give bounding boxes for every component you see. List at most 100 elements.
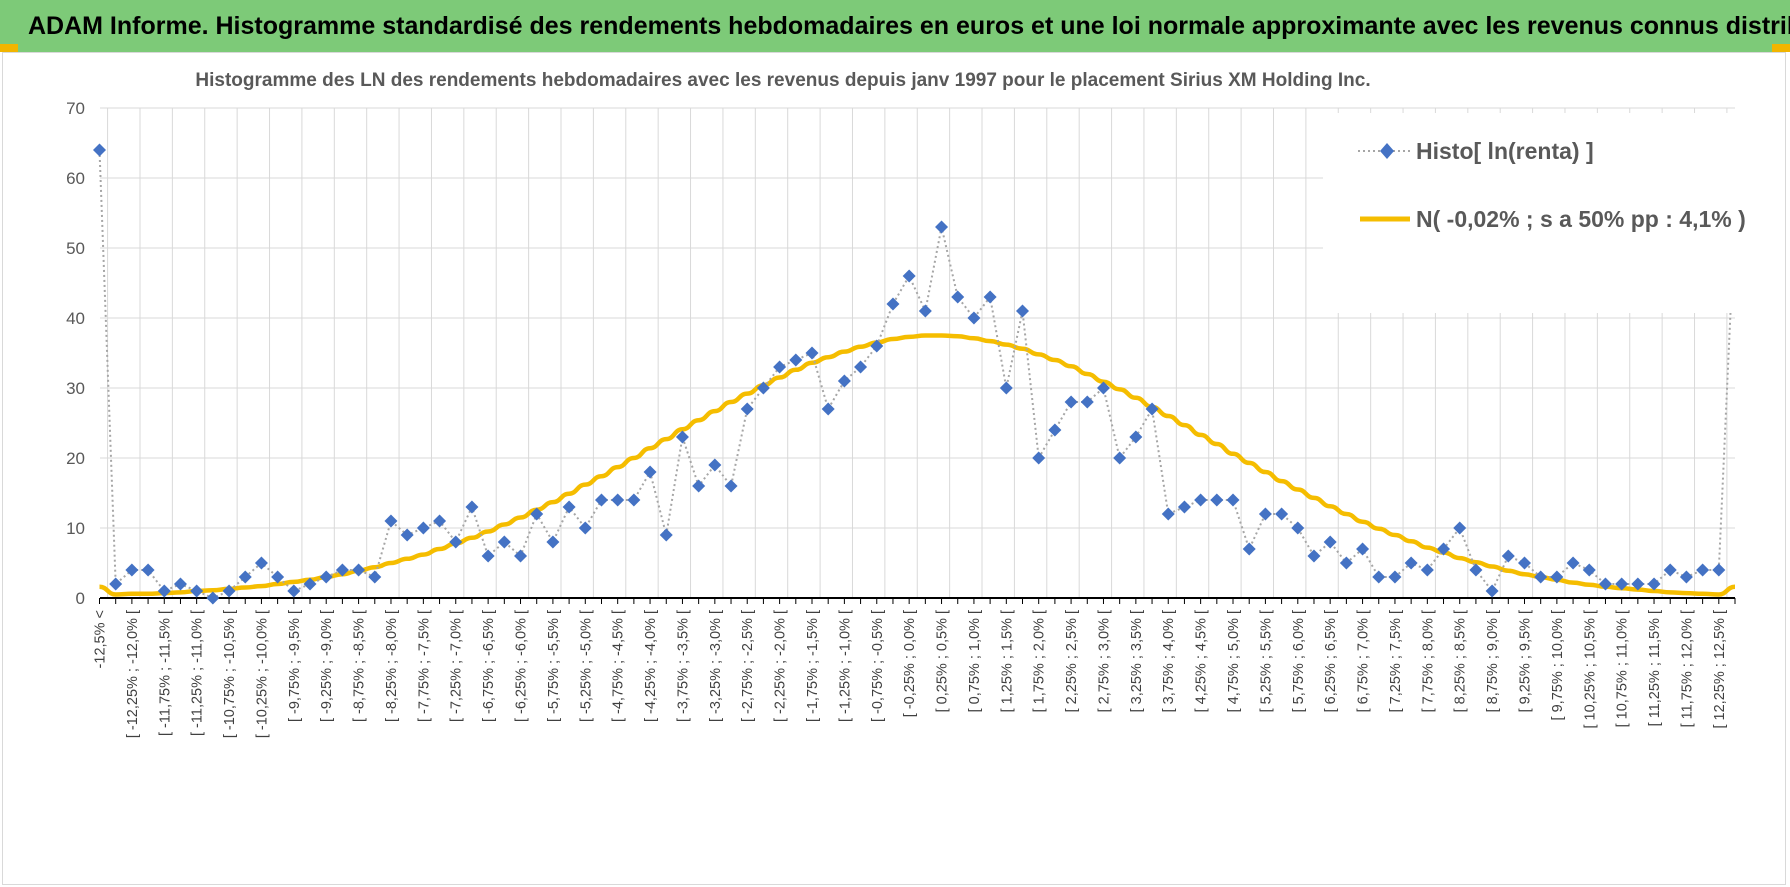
histogram-point: [514, 549, 528, 563]
histogram-point: [854, 360, 868, 374]
y-tick-label: 40: [66, 309, 85, 328]
legend-histo-marker: [1380, 143, 1394, 159]
histogram-point: [254, 556, 268, 570]
x-tick-label: [ 4,75% ; 5,0% [: [1226, 610, 1242, 712]
x-tick-label: [ -5,25% ; -5,0% [: [578, 610, 594, 722]
x-tick-label: [ -4,75% ; -4,5% [: [611, 610, 627, 722]
x-tick-label: [ -7,25% ; -7,0% [: [449, 610, 465, 722]
histogram-point: [530, 507, 544, 521]
x-tick-label: [ 9,25% ; 9,5% [: [1517, 610, 1533, 712]
histogram-point: [1453, 521, 1467, 535]
histogram-point: [902, 269, 916, 283]
x-tick-label: [ -0,75% ; -0,5% [: [870, 610, 886, 722]
x-tick-label: -12,5% <: [93, 610, 109, 668]
histogram-point: [1242, 542, 1256, 556]
histogram-point: [675, 430, 689, 444]
histogram-point: [1129, 430, 1143, 444]
x-tick-label: [ 8,25% ; 8,5% [: [1453, 610, 1469, 712]
x-tick-label: [ -4,25% ; -4,0% [: [643, 610, 659, 722]
histogram-point: [886, 297, 900, 311]
histogram-point: [271, 570, 285, 584]
histogram-point: [1631, 577, 1645, 591]
histogram-point: [1210, 493, 1224, 507]
histogram-point: [206, 591, 220, 605]
histogram-point: [368, 570, 382, 584]
histogram-point: [1663, 563, 1677, 577]
histogram-point: [222, 584, 236, 598]
x-tick-label: [ 10,25% ; 10,5% [: [1582, 610, 1598, 729]
histogram-point: [1598, 577, 1612, 591]
gridlines: [100, 107, 1735, 599]
histogram-point: [1647, 577, 1661, 591]
histogram-point: [1388, 570, 1402, 584]
x-tick-label: [ 2,75% ; 3,0% [: [1096, 610, 1112, 712]
histogram-point: [1291, 521, 1305, 535]
histogram-point: [1096, 381, 1110, 395]
histogram-point: [821, 402, 835, 416]
histogram-point: [465, 500, 479, 514]
page-title: ADAM Informe. Histogramme standardisé de…: [28, 12, 1790, 40]
y-tick-label: 20: [66, 449, 85, 468]
histogram-point: [1437, 542, 1451, 556]
histogram-point: [562, 500, 576, 514]
histogram-point: [1517, 556, 1531, 570]
x-tick-label: [ -8,75% ; -8,5% [: [352, 610, 368, 722]
histogram-point: [1339, 556, 1353, 570]
x-tick-label: [ 11,25% ; 11,5% [: [1647, 610, 1663, 726]
histogram-point: [1226, 493, 1240, 507]
x-tick-label: [ 4,25% ; 4,5% [: [1194, 610, 1210, 712]
histogram-point: [1566, 556, 1580, 570]
x-tick-label: [ 12,25% ; 12,5% [: [1712, 610, 1728, 729]
histogram-point: [643, 465, 657, 479]
histogram-point: [1550, 570, 1564, 584]
histogram-point: [190, 584, 204, 598]
x-tick-label: [ 7,75% ; 8,0% [: [1420, 610, 1436, 712]
x-tick-label: [ 10,75% ; 11,0% [: [1615, 610, 1631, 727]
histogram-point: [1307, 549, 1321, 563]
x-tick-label: [ 2,25% ; 2,5% [: [1064, 610, 1080, 712]
accent-bar-right: [1772, 44, 1790, 52]
histogram-point: [870, 339, 884, 353]
histogram-point: [1161, 507, 1175, 521]
x-tick-label: [ -6,75% ; -6,5% [: [481, 610, 497, 722]
histogram-point: [967, 311, 981, 325]
x-tick-label: [ -2,25% ; -2,0% [: [773, 610, 789, 722]
x-axis-ticks: -12,5% < [ -12,25% ; -12,0% [[ -11,75% ; …: [93, 598, 1736, 738]
histogram-point: [1323, 535, 1337, 549]
series-markers: [93, 143, 1726, 605]
legend-background: [1323, 113, 1738, 313]
y-axis-ticks: 0 10 20 30 40 50 60 70: [66, 99, 85, 608]
x-tick-label: [ -7,75% ; -7,5% [: [416, 610, 432, 722]
histogram-chart: Histogramme des LN des rendements hebdom…: [66, 70, 1746, 738]
histogram-point: [659, 528, 673, 542]
histogram-point: [918, 304, 932, 318]
histogram-point: [141, 563, 155, 577]
histogram-point: [740, 402, 754, 416]
histogram-point: [1372, 570, 1386, 584]
histogram-point: [1356, 542, 1370, 556]
x-tick-label: [ -6,25% ; -6,0% [: [514, 610, 530, 722]
histogram-point: [125, 563, 139, 577]
legend: Histo[ ln(renta) ] N( -0,02% ; s a 50% p…: [1323, 113, 1746, 313]
histogram-point: [951, 290, 965, 304]
histogram-point: [1712, 563, 1726, 577]
histogram-point: [173, 577, 187, 591]
chart-title: Histogramme des LN des rendements hebdom…: [195, 70, 1370, 91]
histogram-point: [578, 521, 592, 535]
x-tick-label: [ 8,75% ; 9,0% [: [1485, 610, 1501, 712]
chart-area: Histogramme des LN des rendements hebdom…: [2, 52, 1786, 885]
histogram-point: [109, 577, 123, 591]
histogram-point: [724, 479, 738, 493]
y-tick-label: 70: [66, 99, 85, 118]
histogram-point: [773, 360, 787, 374]
histogram-point: [546, 535, 560, 549]
histogram-point: [384, 514, 398, 528]
histogram-point: [1177, 500, 1191, 514]
histogram-point: [497, 535, 511, 549]
histogram-point: [1064, 395, 1078, 409]
legend-histo-label: Histo[ ln(renta) ]: [1416, 138, 1594, 164]
histogram-point: [999, 381, 1013, 395]
histogram-point: [1080, 395, 1094, 409]
x-tick-label: [ -1,75% ; -1,5% [: [805, 610, 821, 722]
x-tick-label: [ -9,25% ; -9,0% [: [319, 610, 335, 722]
